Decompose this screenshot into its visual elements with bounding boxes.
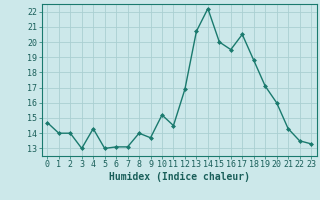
X-axis label: Humidex (Indice chaleur): Humidex (Indice chaleur) (109, 172, 250, 182)
